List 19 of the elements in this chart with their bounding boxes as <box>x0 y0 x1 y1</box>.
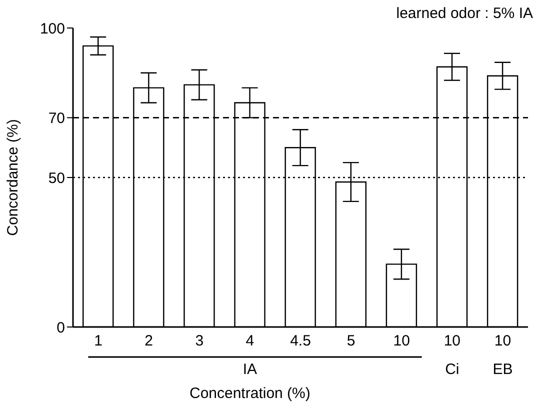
text: Ci <box>445 361 460 378</box>
x-tick-label: 2 <box>144 332 154 350</box>
x-tick-label: 3 <box>195 332 204 350</box>
y-tick-label: 70 <box>48 110 65 128</box>
y-axis-title: Concordance (%) <box>4 119 22 236</box>
x-tick-label: 10 <box>393 332 410 350</box>
text: learned odor : 5% IA <box>396 5 533 22</box>
x-tick-label: 10 <box>444 332 461 350</box>
y-tick-label: 0 <box>56 319 65 336</box>
x-tick-label: 5 <box>346 332 356 350</box>
x-tick-label: 4 <box>246 332 254 350</box>
y-tick-label: 50 <box>48 170 65 187</box>
x-tick-label: 1 <box>94 332 102 350</box>
x-tick-label: 4.5 <box>290 332 311 350</box>
x-tick-label: 10 <box>494 332 512 350</box>
text: IA <box>242 361 258 378</box>
x-axis-title: Concentration (%) <box>190 385 310 402</box>
text: EB <box>492 361 513 378</box>
y-tick-label: 100 <box>40 20 65 38</box>
